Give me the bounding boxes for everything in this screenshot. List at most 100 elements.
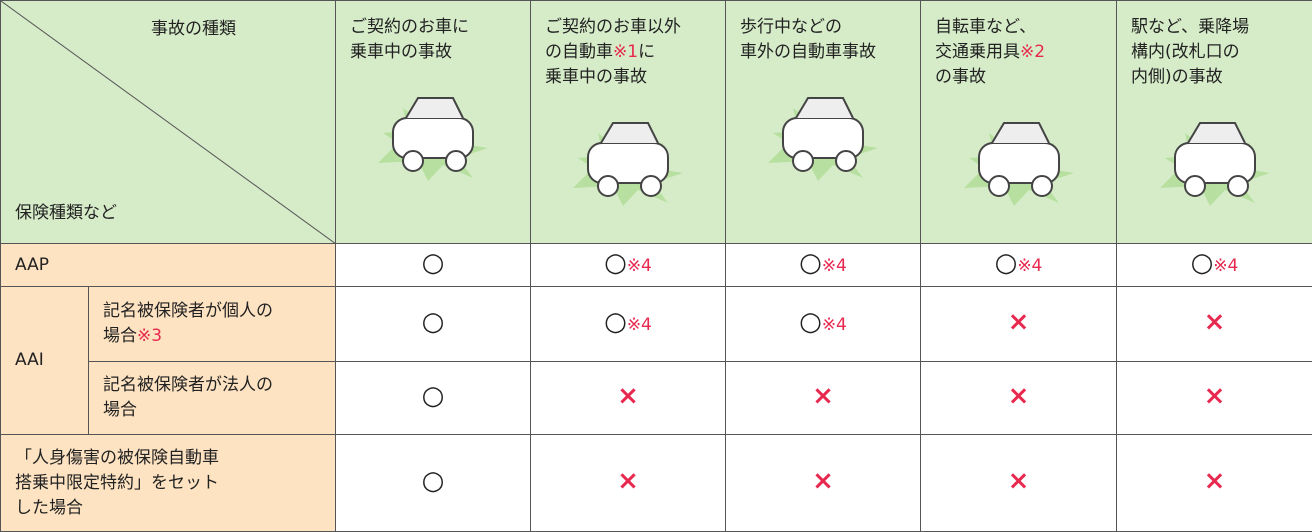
illustration bbox=[358, 73, 508, 183]
text: 歩行中などの bbox=[740, 17, 842, 37]
cell: ○※4 bbox=[531, 287, 726, 362]
text: 乗車中の事故 bbox=[350, 42, 452, 62]
cell: ○※4 bbox=[726, 244, 921, 287]
cell: × bbox=[921, 287, 1117, 362]
text: 自転車など、 bbox=[935, 17, 1036, 37]
text-line: 構内(改札口の bbox=[1131, 40, 1298, 65]
text-line: ご契約のお車に bbox=[350, 15, 516, 40]
mark: ○ bbox=[799, 307, 822, 337]
mark: ○ bbox=[422, 307, 445, 337]
text: 場合 bbox=[103, 326, 137, 346]
cell: ○※4 bbox=[531, 244, 726, 287]
mark: ○ bbox=[799, 248, 822, 278]
cell: × bbox=[921, 362, 1117, 435]
text-line: 記名被保険者が法人の bbox=[103, 373, 321, 398]
note: ※3 bbox=[137, 326, 162, 346]
text-line: の事故 bbox=[935, 65, 1102, 90]
text: AAP bbox=[15, 255, 49, 275]
text: ご契約のお車に bbox=[350, 17, 469, 37]
text-line: 場合 bbox=[103, 398, 321, 423]
row: 「人身傷害の被保険自動車搭乗中限定特約」をセットした場合 ○ × × × × bbox=[1, 435, 1312, 532]
text-line: ご契約のお車以外 bbox=[545, 15, 711, 40]
cell: × bbox=[921, 435, 1117, 532]
mark: ○ bbox=[604, 248, 627, 278]
text: ご契約のお車以外 bbox=[545, 17, 681, 37]
mark: × bbox=[1008, 381, 1030, 411]
text-line: した場合 bbox=[15, 496, 321, 521]
mark: × bbox=[1204, 381, 1226, 411]
row-label: 記名被保険者が法人の場合 bbox=[89, 362, 336, 435]
mark: ○ bbox=[604, 307, 627, 337]
cell: ○※4 bbox=[1117, 244, 1312, 287]
illustration bbox=[944, 98, 1094, 208]
mark: × bbox=[1008, 466, 1030, 496]
row: AAP○○※4○※4○※4○※4 bbox=[1, 244, 1312, 287]
note: ※4 bbox=[1213, 256, 1238, 276]
cell: ○※4 bbox=[921, 244, 1117, 287]
text: 搭乗中限定特約」をセット bbox=[15, 473, 219, 493]
cell: × bbox=[1117, 435, 1312, 532]
mark: × bbox=[617, 381, 639, 411]
mark: ○ bbox=[995, 248, 1018, 278]
text: 記名被保険者が法人の bbox=[103, 375, 273, 395]
text: の事故 bbox=[935, 67, 986, 87]
text-line: 自転車など、 bbox=[935, 15, 1102, 40]
cell: ○ bbox=[336, 362, 531, 435]
illustration bbox=[553, 98, 703, 208]
illustration bbox=[1140, 98, 1290, 208]
mark: ○ bbox=[422, 248, 445, 278]
mark: × bbox=[1008, 307, 1030, 337]
text: に bbox=[638, 42, 655, 62]
text-line: 記名被保険者が個人の bbox=[103, 299, 321, 324]
cell: ○ bbox=[336, 435, 531, 532]
mark: × bbox=[812, 381, 834, 411]
cell: ○※4 bbox=[726, 287, 921, 362]
mark: ○ bbox=[422, 381, 445, 411]
row: 記名被保険者が法人の場合 ○ × × × × bbox=[1, 362, 1312, 435]
group-label: AAI bbox=[1, 287, 89, 435]
text: 内側)の事故 bbox=[1131, 67, 1223, 87]
text-line: 「人身傷害の被保険自動車 bbox=[15, 446, 321, 471]
note: ※2 bbox=[1020, 42, 1045, 62]
row-label: 記名被保険者が個人の場合※3 bbox=[89, 287, 336, 362]
corner-top: 事故の種類 bbox=[151, 17, 236, 42]
text: 「人身傷害の被保険自動車 bbox=[15, 448, 219, 468]
mark: × bbox=[617, 466, 639, 496]
text: の自動車 bbox=[545, 42, 613, 62]
cell: ○ bbox=[336, 244, 531, 287]
mark: ○ bbox=[1191, 248, 1214, 278]
text: 記名被保険者が個人の bbox=[103, 301, 273, 321]
note: ※1 bbox=[613, 42, 638, 62]
text: 構内(改札口の bbox=[1131, 42, 1240, 62]
column-header: ご契約のお車以外の自動車※1に乗車中の事故 bbox=[531, 1, 726, 244]
row-label: AAP bbox=[1, 244, 336, 287]
text: した場合 bbox=[15, 498, 83, 518]
cell: × bbox=[531, 362, 726, 435]
text-line: 内側)の事故 bbox=[1131, 65, 1298, 90]
column-header: ご契約のお車に乗車中の事故 bbox=[336, 1, 531, 244]
cell: ○ bbox=[336, 287, 531, 362]
text-line: 駅など、乗降場 bbox=[1131, 15, 1298, 40]
note: ※4 bbox=[822, 256, 847, 276]
mark: × bbox=[1204, 466, 1226, 496]
text: 場合 bbox=[103, 400, 137, 420]
cell: × bbox=[1117, 287, 1312, 362]
note: ※4 bbox=[627, 256, 652, 276]
note: ※4 bbox=[822, 315, 847, 335]
text: 交通乗用具 bbox=[935, 42, 1020, 62]
text-line: AAP bbox=[15, 253, 321, 278]
text-line: 歩行中などの bbox=[740, 15, 906, 40]
header-row: 事故の種類 保険種類など ご契約のお車に乗車中の事故ご契約のお車以外の自動車※1… bbox=[1, 1, 1312, 244]
cell: × bbox=[726, 362, 921, 435]
cell: × bbox=[531, 435, 726, 532]
mark: × bbox=[812, 466, 834, 496]
text-line: 搭乗中限定特約」をセット bbox=[15, 471, 321, 496]
text-line: 交通乗用具※2 bbox=[935, 40, 1102, 65]
cell: × bbox=[1117, 362, 1312, 435]
mark: × bbox=[1204, 307, 1226, 337]
text-line: 車外の自動車事故 bbox=[740, 40, 906, 65]
note: ※4 bbox=[627, 315, 652, 335]
